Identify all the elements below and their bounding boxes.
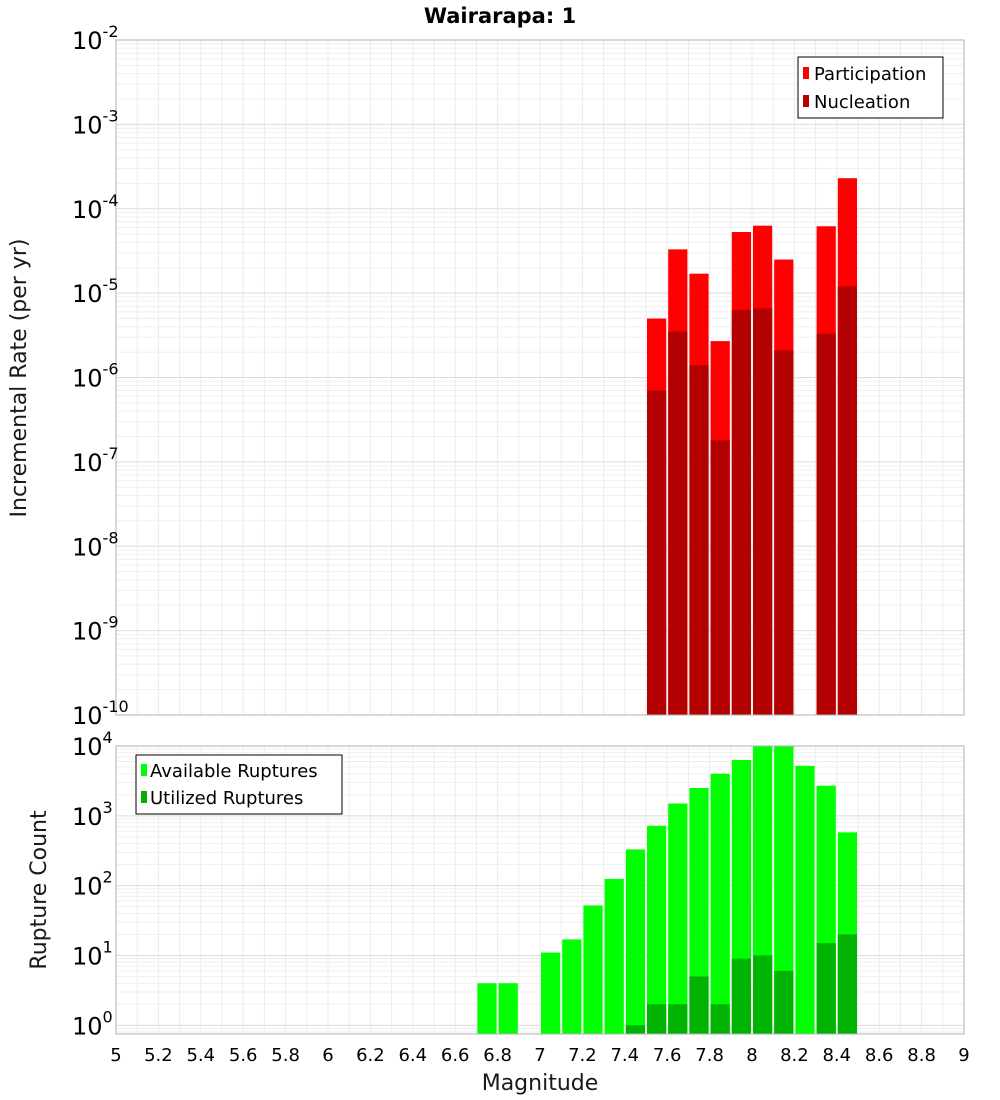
x-tick-label: 8.4: [822, 1045, 851, 1066]
x-tick-label: 6.2: [356, 1045, 385, 1066]
top-legend: Participation Nucleation: [797, 56, 944, 119]
top-bar-nucleation: [647, 390, 667, 715]
legend-swatch-nucleation: [803, 95, 809, 107]
bottom-y-tick-label: 100: [72, 1007, 113, 1040]
top-y-tick-label: 10-9: [72, 613, 119, 646]
x-tick-label: 8.8: [907, 1045, 936, 1066]
bottom-panel: 104 103 102 101 100 5 5.2 5.4 5.6 5.8 6 6.2 6.4 6.6 6…: [27, 728, 970, 1096]
top-y-axis-label: Incremental Rate (per yr): [7, 239, 32, 518]
x-tick-label: 7.8: [695, 1045, 724, 1066]
top-y-tick-label: 10-6: [72, 360, 119, 393]
x-tick-label: 5.6: [229, 1045, 258, 1066]
x-axis-label: Magnitude: [482, 1071, 599, 1096]
legend-swatch-available-ruptures: [141, 764, 147, 776]
bottom-bar-utilized-ruptures: [837, 934, 857, 1034]
x-tick-label: 7.6: [653, 1045, 682, 1066]
x-tick-label: 8.2: [780, 1045, 809, 1066]
bottom-bar-utilized-ruptures: [816, 943, 836, 1034]
bottom-bar-available-ruptures: [498, 983, 518, 1034]
legend-label-participation: Participation: [814, 64, 926, 85]
x-tick-label: 9: [958, 1045, 969, 1066]
top-bar-nucleation: [668, 331, 688, 715]
bottom-y-ticks: 104 103 102 101 100: [72, 728, 113, 1040]
x-tick-label: 8.6: [865, 1045, 894, 1066]
bottom-legend-box: [135, 754, 343, 815]
x-tick-label: 6.6: [441, 1045, 470, 1066]
x-tick-label: 5.8: [271, 1045, 300, 1066]
top-y-tick-label: 10-5: [72, 275, 119, 308]
bottom-bar-utilized-ruptures: [753, 955, 773, 1034]
top-y-tick-label: 10-8: [72, 528, 119, 561]
bottom-bar-utilized-ruptures: [668, 1004, 688, 1034]
x-tick-label: 5.2: [144, 1045, 173, 1066]
chart-title: Wairarapa: 1: [424, 4, 576, 28]
top-bars: [647, 178, 857, 716]
bottom-bar-utilized-ruptures: [647, 1004, 667, 1034]
top-legend-box: [797, 56, 944, 119]
bottom-bar-utilized-ruptures: [731, 958, 751, 1034]
top-bar-nucleation: [710, 440, 730, 715]
x-tick-label: 8: [746, 1045, 757, 1066]
legend-swatch-utilized-ruptures: [141, 791, 147, 803]
legend-label-utilized-ruptures: Utilized Ruptures: [150, 788, 303, 809]
top-bar-nucleation: [731, 310, 751, 715]
bottom-bar-available-ruptures: [647, 825, 667, 1034]
bottom-bar-available-ruptures: [541, 952, 561, 1034]
bottom-y-axis-label: Rupture Count: [27, 810, 52, 970]
bottom-bar-available-ruptures: [562, 939, 582, 1034]
bottom-bar-utilized-ruptures: [710, 1004, 730, 1034]
bottom-bar-utilized-ruptures: [625, 1025, 645, 1034]
top-y-tick-label: 10-7: [72, 444, 119, 477]
top-bar-nucleation: [837, 286, 857, 715]
bottom-y-tick-label: 101: [72, 937, 113, 970]
top-y-ticks: 10-2 10-3 10-4 10-5 10-6 10-7 10-8 10-9 10-10: [72, 22, 129, 730]
x-tick-label: 7.2: [568, 1045, 597, 1066]
top-y-tick-label: 10-2: [72, 22, 119, 55]
bottom-bar-available-ruptures: [583, 905, 603, 1034]
top-y-tick-label: 10-10: [72, 697, 129, 730]
bottom-y-tick-label: 104: [72, 728, 113, 761]
legend-label-available-ruptures: Available Ruptures: [150, 761, 318, 782]
top-y-tick-label: 10-4: [72, 191, 119, 224]
top-y-tick-label: 10-3: [72, 106, 119, 139]
bottom-bar-available-ruptures: [795, 765, 815, 1034]
x-tick-label: 6: [322, 1045, 333, 1066]
bottom-legend: Available Ruptures Utilized Ruptures: [135, 754, 343, 815]
top-bar-nucleation: [753, 308, 773, 715]
legend-swatch-participation: [803, 67, 809, 79]
x-tick-label: 6.4: [398, 1045, 427, 1066]
top-bar-nucleation: [774, 350, 794, 715]
bottom-y-tick-label: 103: [72, 798, 113, 831]
x-tick-label: 5.4: [186, 1045, 215, 1066]
bottom-bar-available-ruptures: [710, 773, 730, 1034]
x-tick-label: 7: [534, 1045, 545, 1066]
bottom-bar-utilized-ruptures: [689, 976, 709, 1034]
top-bar-nucleation: [816, 333, 836, 715]
bottom-bar-available-ruptures: [668, 803, 688, 1034]
bottom-bar-available-ruptures: [477, 983, 497, 1034]
bottom-x-ticks: 5 5.2 5.4 5.6 5.8 6 6.2 6.4 6.6 6.8 7 7.2 7.4 7.6 7.8 8…: [110, 1045, 969, 1066]
x-tick-label: 7.4: [610, 1045, 639, 1066]
legend-label-nucleation: Nucleation: [814, 92, 910, 113]
x-tick-label: 6.8: [483, 1045, 512, 1066]
bottom-bar-available-ruptures: [625, 849, 645, 1034]
bottom-bar-utilized-ruptures: [774, 970, 794, 1034]
top-panel: 10-2 10-3 10-4 10-5 10-6 10-7 10-8 10-9 10-10 In…: [7, 22, 965, 730]
bottom-bar-available-ruptures: [604, 878, 624, 1034]
bottom-y-tick-label: 102: [72, 868, 113, 901]
x-tick-label: 5: [110, 1045, 121, 1066]
top-bar-nucleation: [689, 365, 709, 715]
top-grid: [115, 39, 965, 716]
top-plot-frame: [115, 39, 965, 716]
bottom-plot-frame: [115, 745, 965, 1035]
bottom-bars: [477, 746, 857, 1034]
bottom-bar-available-ruptures: [774, 746, 794, 1034]
bottom-bar-available-ruptures: [689, 788, 709, 1034]
